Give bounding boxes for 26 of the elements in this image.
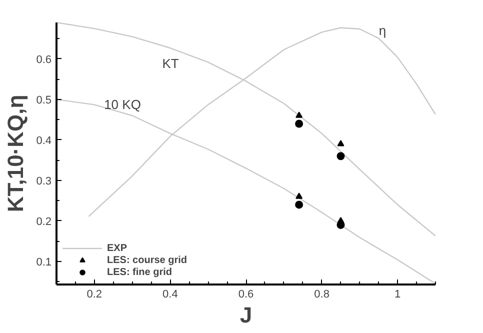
annotation: 10 KQ [104, 97, 141, 112]
point [295, 200, 304, 209]
annotation: KT [162, 56, 179, 71]
point [295, 120, 304, 128]
point [296, 192, 303, 199]
y-tick-label: 0.4 [36, 134, 52, 147]
legend-label: LES: course grid [107, 254, 188, 266]
x-axis-title: J [240, 302, 252, 328]
y-tick-label: 0.3 [36, 175, 52, 188]
y-tick-label: 0.5 [36, 94, 52, 106]
x-tick-label: 0.4 [162, 288, 178, 300]
point [296, 112, 303, 118]
x-tick-label: 0.6 [238, 288, 254, 300]
y-tick-label: 0.6 [36, 54, 52, 66]
point [336, 152, 345, 160]
line-series [56, 22, 436, 237]
annotation: η [378, 23, 386, 38]
y-axis-title: KT,10·KQ,η [3, 94, 28, 212]
x-tick-label: 1 [394, 288, 401, 300]
point [337, 140, 344, 146]
legend-label: LES: fine grid [107, 266, 172, 278]
legend-label: EXP [107, 242, 128, 254]
x-tick-label: 0.2 [86, 288, 102, 300]
y-tick-label: 0.2 [36, 216, 52, 228]
y-tick-label: 0.1 [36, 256, 52, 268]
x-tick-label: 0.8 [314, 288, 330, 300]
